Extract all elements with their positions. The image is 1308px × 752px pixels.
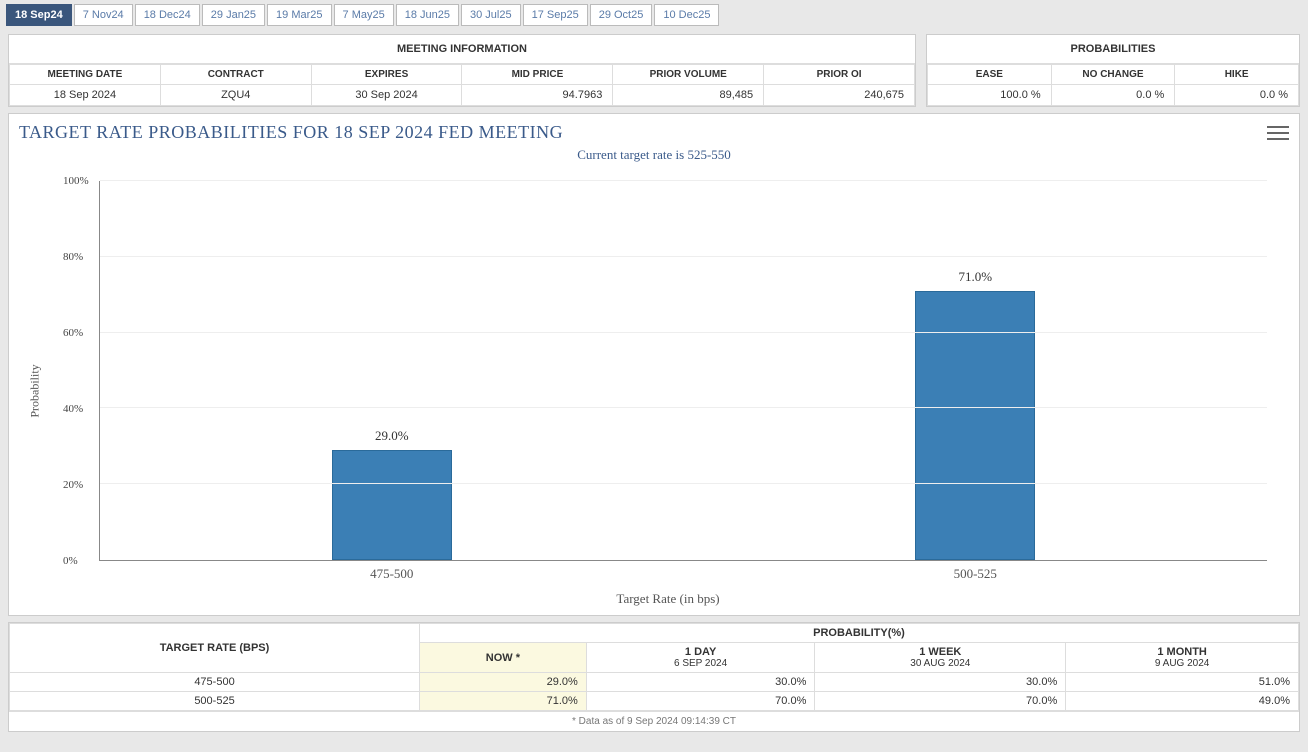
ytick: 60% [63, 327, 83, 339]
tab-18sep24[interactable]: 18 Sep24 [6, 4, 72, 26]
gridline [100, 332, 1267, 333]
col-meeting-date: MEETING DATE [10, 65, 161, 85]
hist-row-rate: 500-525 [10, 692, 420, 711]
col-prior-oi: PRIOR OI [764, 65, 915, 85]
tab-17sep25[interactable]: 17 Sep25 [523, 4, 588, 26]
val-meeting-date: 18 Sep 2024 [10, 85, 161, 106]
bar-category-label: 475-500 [370, 566, 413, 582]
bar-slot: 29.0%475-500 [100, 181, 684, 560]
chart-area: Q Probability 29.0%475-50071.0%500-525 T… [59, 171, 1277, 611]
hist-cell: 49.0% [1066, 692, 1299, 711]
hist-cell: 30.0% [586, 673, 815, 692]
hist-row-rate: 475-500 [10, 673, 420, 692]
history-footnote: * Data as of 9 Sep 2024 09:14:39 CT [9, 711, 1299, 731]
tab-18jun25[interactable]: 18 Jun25 [396, 4, 459, 26]
val-expires: 30 Sep 2024 [311, 85, 462, 106]
hist-cell: 70.0% [586, 692, 815, 711]
bar[interactable] [332, 450, 452, 560]
col-ease: EASE [928, 65, 1052, 85]
bar-value-label: 29.0% [375, 428, 409, 444]
tab-29oct25[interactable]: 29 Oct25 [590, 4, 653, 26]
chart-plot: 29.0%475-50071.0%500-525 [99, 181, 1267, 561]
col-hike: HIKE [1175, 65, 1299, 85]
ytick: 20% [63, 479, 83, 491]
meeting-info-panel: MEETING INFORMATION MEETING DATE CONTRAC… [8, 34, 916, 107]
val-contract: ZQU4 [160, 85, 311, 106]
hist-header-group: PROBABILITY(%) [420, 624, 1299, 643]
chart-ylabel: Probability [28, 364, 43, 417]
hist-cell: 71.0% [420, 692, 587, 711]
bar-value-label: 71.0% [958, 269, 992, 285]
tab-19mar25[interactable]: 19 Mar25 [267, 4, 331, 26]
hist-cell: 51.0% [1066, 673, 1299, 692]
probabilities-title: PROBABILITIES [927, 35, 1299, 64]
col-no-change: NO CHANGE [1051, 65, 1175, 85]
col-contract: CONTRACT [160, 65, 311, 85]
probabilities-panel: PROBABILITIES EASE NO CHANGE HIKE 100.0 … [926, 34, 1300, 107]
val-mid-price: 94.7963 [462, 85, 613, 106]
hist-cell: 29.0% [420, 673, 587, 692]
hist-header-rate: TARGET RATE (BPS) [10, 624, 420, 673]
ytick: 40% [63, 403, 83, 415]
history-panel: TARGET RATE (BPS)PROBABILITY(%)NOW *1 DA… [8, 622, 1300, 732]
chart-panel: TARGET RATE PROBABILITIES FOR 18 SEP 202… [8, 113, 1300, 616]
ytick: 100% [63, 175, 89, 187]
chart-menu-icon[interactable] [1267, 124, 1289, 142]
tab-7nov24[interactable]: 7 Nov24 [74, 4, 133, 26]
hist-cell: 30.0% [815, 673, 1066, 692]
probabilities-table: EASE NO CHANGE HIKE 100.0 % 0.0 % 0.0 % [927, 64, 1299, 106]
meeting-info-table: MEETING DATE CONTRACT EXPIRES MID PRICE … [9, 64, 915, 106]
ytick: 80% [63, 251, 83, 263]
bar-category-label: 500-525 [954, 566, 997, 582]
meeting-info-title: MEETING INFORMATION [9, 35, 915, 64]
chart-title: TARGET RATE PROBABILITIES FOR 18 SEP 202… [19, 122, 563, 143]
chart-subtitle: Current target rate is 525-550 [19, 147, 1289, 163]
tab-18dec24[interactable]: 18 Dec24 [135, 4, 200, 26]
history-table: TARGET RATE (BPS)PROBABILITY(%)NOW *1 DA… [9, 623, 1299, 711]
val-no-change: 0.0 % [1051, 85, 1175, 106]
val-prior-volume: 89,485 [613, 85, 764, 106]
tab-10dec25[interactable]: 10 Dec25 [654, 4, 719, 26]
hist-col-1-week: 1 WEEK30 AUG 2024 [815, 643, 1066, 673]
col-prior-volume: PRIOR VOLUME [613, 65, 764, 85]
hist-col-1-day: 1 DAY6 SEP 2024 [586, 643, 815, 673]
gridline [100, 407, 1267, 408]
col-mid-price: MID PRICE [462, 65, 613, 85]
ytick: 0% [63, 555, 78, 567]
gridline [100, 483, 1267, 484]
gridline [100, 180, 1267, 181]
tab-30jul25[interactable]: 30 Jul25 [461, 4, 521, 26]
col-expires: EXPIRES [311, 65, 462, 85]
val-hike: 0.0 % [1175, 85, 1299, 106]
date-tabs: 18 Sep247 Nov2418 Dec2429 Jan2519 Mar257… [0, 0, 1308, 30]
tab-7may25[interactable]: 7 May25 [334, 4, 394, 26]
hist-col-now: NOW * [420, 643, 587, 673]
chart-xlabel: Target Rate (in bps) [616, 591, 719, 607]
bar-slot: 71.0%500-525 [684, 181, 1268, 560]
tab-29jan25[interactable]: 29 Jan25 [202, 4, 265, 26]
val-prior-oi: 240,675 [764, 85, 915, 106]
gridline [100, 256, 1267, 257]
hist-col-1-month: 1 MONTH9 AUG 2024 [1066, 643, 1299, 673]
hist-cell: 70.0% [815, 692, 1066, 711]
val-ease: 100.0 % [928, 85, 1052, 106]
